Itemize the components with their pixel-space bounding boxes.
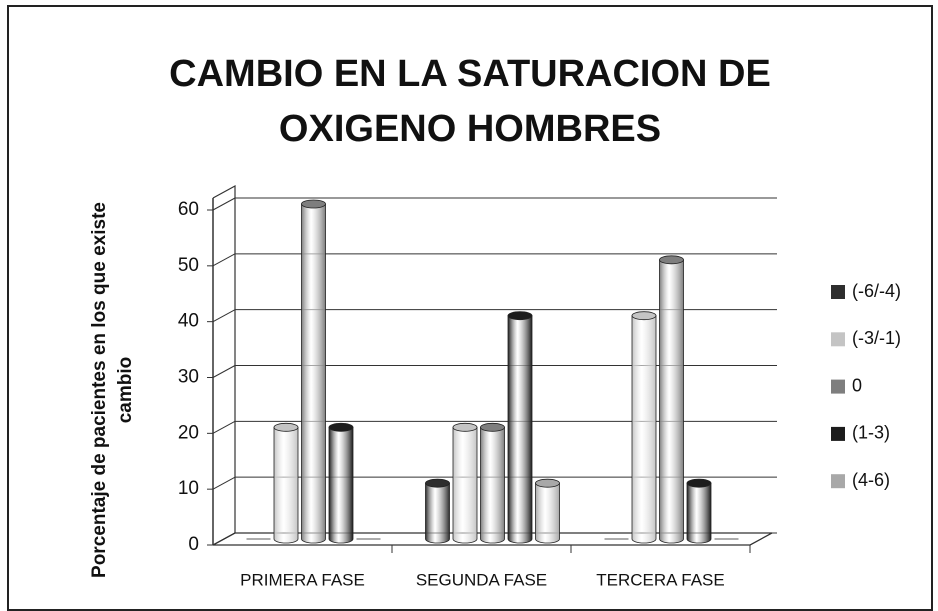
cylinder-top bbox=[686, 478, 712, 488]
legend-label: (1-3) bbox=[852, 423, 890, 443]
cylinder bbox=[631, 315, 657, 544]
cylinder-top bbox=[507, 311, 533, 321]
cylinder-top bbox=[328, 422, 354, 432]
frame bbox=[7, 5, 933, 611]
legend-label: (-3/-1) bbox=[852, 328, 901, 348]
x-tick-label: TERCERA FASE bbox=[596, 570, 724, 589]
cylinder-top bbox=[273, 422, 299, 432]
cylinder-top bbox=[631, 311, 657, 321]
chart-title: CAMBIO EN LA SATURACION DE bbox=[169, 53, 771, 95]
cylinder bbox=[535, 482, 560, 544]
grid-line bbox=[212, 365, 236, 378]
y-tick-label: 50 bbox=[178, 255, 199, 276]
cylinder bbox=[659, 259, 684, 544]
grid-line bbox=[212, 309, 236, 323]
y-tick-label: 10 bbox=[178, 478, 199, 499]
cylinder bbox=[686, 482, 712, 544]
legend-swatch bbox=[831, 474, 845, 489]
legend-swatch bbox=[831, 426, 845, 441]
side-wall bbox=[212, 184, 236, 546]
grid-line bbox=[212, 476, 236, 490]
grid-line bbox=[212, 197, 236, 211]
cylinder-top bbox=[535, 478, 560, 488]
cylinder-top bbox=[480, 422, 505, 432]
cylinder bbox=[507, 315, 533, 544]
y-tick-label: 20 bbox=[178, 422, 199, 443]
y-axis-label: Porcentaje de pacientes en los que exist… bbox=[89, 202, 110, 578]
legend-swatch bbox=[831, 379, 845, 394]
cylinder bbox=[273, 426, 299, 544]
cylinder-top bbox=[452, 422, 478, 432]
cylinder bbox=[480, 426, 505, 544]
grid-line bbox=[212, 253, 236, 267]
legend-label: (4-6) bbox=[852, 470, 890, 490]
x-tick-label: SEGUNDA FASE bbox=[416, 570, 547, 589]
y-tick-label: 30 bbox=[178, 367, 199, 388]
legend-label: (-6/-4) bbox=[852, 281, 901, 301]
cylinder bbox=[425, 482, 450, 544]
x-tick-label: PRIMERA FASE bbox=[240, 570, 365, 589]
legend-swatch bbox=[831, 332, 845, 347]
cylinder-top bbox=[301, 199, 326, 209]
cylinder-top bbox=[425, 478, 450, 488]
legend-label: 0 bbox=[852, 375, 862, 395]
cylinder bbox=[452, 426, 478, 544]
grid-line bbox=[212, 532, 236, 546]
grid-line bbox=[212, 420, 236, 434]
cylinder-top bbox=[659, 255, 684, 265]
x-tick-mark bbox=[749, 532, 773, 546]
y-tick-label: 60 bbox=[178, 199, 199, 220]
y-axis-label: cambio bbox=[115, 357, 136, 424]
legend-swatch bbox=[831, 285, 845, 299]
y-tick-label: 0 bbox=[188, 534, 199, 555]
chart-title: OXIGENO HOMBRES bbox=[279, 108, 661, 150]
y-tick-label: 40 bbox=[178, 311, 199, 332]
cylinder bbox=[328, 426, 354, 544]
cylinder bbox=[301, 203, 326, 544]
